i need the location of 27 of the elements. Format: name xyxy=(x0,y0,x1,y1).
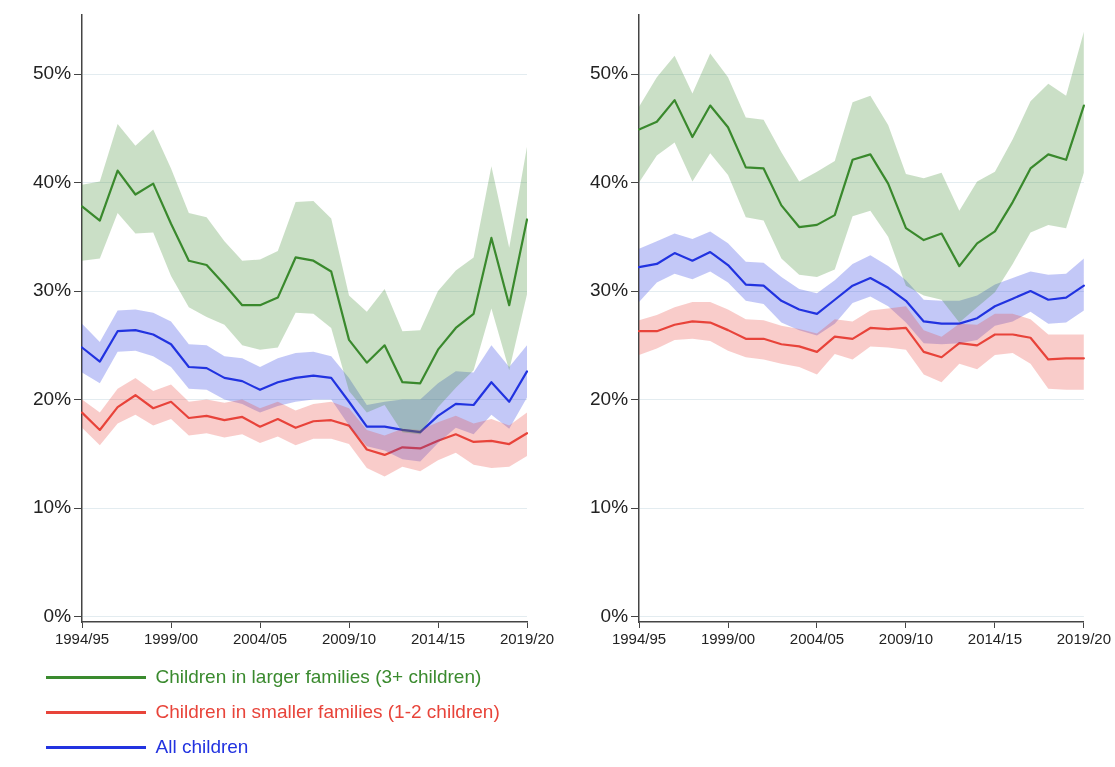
text: Children in larger families (3+ children) xyxy=(155,665,482,687)
x-tick-label: 2009/10 xyxy=(878,630,934,648)
text: All children xyxy=(155,735,249,757)
x-tick-label: 2014/15 xyxy=(410,630,466,648)
x-tick-label: 2004/05 xyxy=(232,630,288,648)
y-tick-label: 10% xyxy=(590,496,629,518)
x-tick-label: 1999/00 xyxy=(143,630,199,648)
x-tick-label: 1994/95 xyxy=(611,630,667,648)
y-tick-label: 20% xyxy=(33,387,72,409)
y-tick-label: 10% xyxy=(33,496,72,518)
y-tick-label: 50% xyxy=(590,62,629,84)
x-tick-label: 2019/20 xyxy=(1056,630,1112,648)
y-tick-label: 0% xyxy=(600,604,629,626)
x-tick-label: 1994/95 xyxy=(54,630,110,648)
x-tick-label: 1999/00 xyxy=(700,630,756,648)
x-tick-label: 2014/15 xyxy=(967,630,1023,648)
x-tick-label: 2009/10 xyxy=(321,630,377,648)
y-tick-label: 40% xyxy=(33,170,72,192)
text: Children in smaller families (1-2 children) xyxy=(155,700,500,722)
y-tick-label: 40% xyxy=(590,170,629,192)
y-tick-label: 50% xyxy=(33,62,72,84)
x-tick-label: 2019/20 xyxy=(499,630,555,648)
y-tick-label: 20% xyxy=(590,387,629,409)
y-tick-label: 30% xyxy=(33,279,72,301)
x-tick-label: 2004/05 xyxy=(789,630,845,648)
y-tick-label: 0% xyxy=(43,604,72,626)
y-tick-label: 30% xyxy=(590,279,629,301)
